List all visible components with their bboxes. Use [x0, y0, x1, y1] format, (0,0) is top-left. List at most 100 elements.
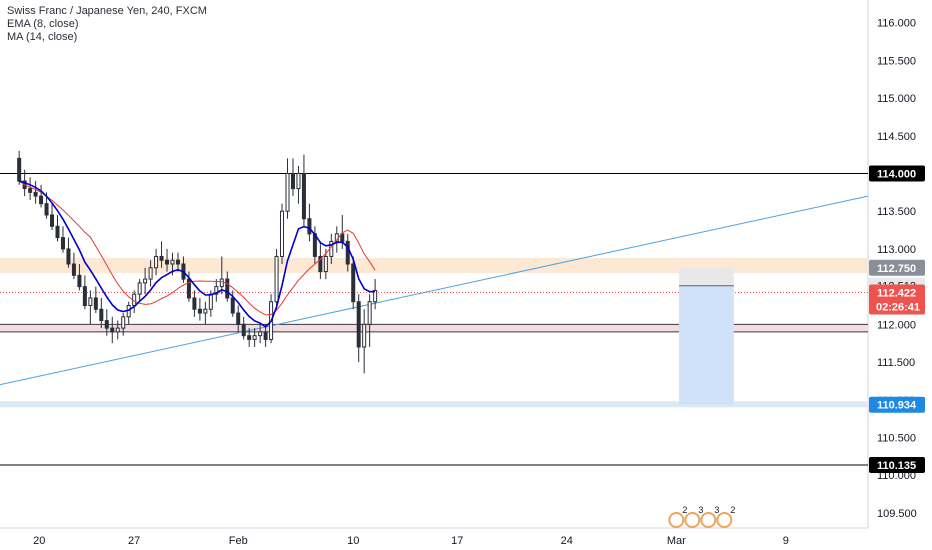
event-badge[interactable]: [716, 512, 733, 528]
candle-body: [17, 157, 22, 182]
candle-body: [236, 312, 241, 325]
price-tick-label: 113.000: [877, 244, 916, 256]
price-axis-group[interactable]: 116.000 115.500 115.000 114.500 114.000 113.5…: [869, 18, 925, 520]
candle-body: [28, 188, 33, 193]
time-axis-group[interactable]: 20 27 Feb 10 17 24 Mar 9: [33, 535, 789, 547]
candle-body: [258, 331, 263, 337]
candle-body: [148, 267, 153, 280]
candle-body: [44, 203, 49, 216]
candle-body: [60, 237, 65, 250]
legend-group: Swiss Franc / Japanese Yen, 240, FXCM EM…: [7, 5, 207, 43]
candle-body: [82, 286, 87, 306]
candle-body: [230, 297, 235, 314]
ma-14-line: [18, 180, 376, 316]
level-price-tag-bg: [869, 165, 925, 182]
candle-body: [197, 308, 202, 314]
candle-body: [356, 301, 361, 348]
candle-body: [203, 308, 208, 314]
zones-group: [0, 257, 868, 408]
candle-body: [285, 172, 290, 212]
price-tick-label: 116.000: [877, 18, 916, 30]
ma-group: [18, 180, 376, 328]
event-badge-count: 3: [698, 505, 703, 515]
event-badge[interactable]: [684, 512, 701, 528]
chart-title: Swiss Franc / Japanese Yen, 240, FXCM: [7, 5, 207, 17]
trendline[interactable]: [0, 195, 869, 386]
current-price-tag: 112.422: [877, 288, 916, 300]
time-tick-label: 17: [451, 535, 463, 547]
candle-body: [301, 172, 306, 220]
candle-body: [39, 195, 44, 205]
zone-band: [0, 257, 868, 274]
candle-body: [110, 327, 115, 333]
candle-body: [225, 278, 230, 299]
stop-price-tag-bg: [869, 259, 925, 276]
candle-body: [192, 297, 197, 310]
candle-body: [77, 274, 82, 288]
candle-body: [66, 248, 71, 265]
candle-body: [165, 259, 170, 265]
candle-body: [263, 331, 268, 340]
zone-band: [0, 401, 868, 408]
time-tick-label: Feb: [229, 535, 248, 547]
candle-body: [115, 327, 120, 333]
ma-indicator-label[interactable]: MA (14, close): [7, 31, 77, 43]
target-price-tag: 110.934: [877, 400, 917, 412]
price-tick-label: 115.000: [877, 93, 916, 105]
candle-body: [323, 255, 328, 273]
event-badge[interactable]: [700, 512, 717, 528]
candle-body: [137, 282, 142, 295]
event-badge[interactable]: [668, 512, 685, 528]
candle-body: [373, 289, 378, 303]
candle-body: [252, 335, 257, 340]
candle-body: [93, 297, 98, 310]
candle-body: [296, 172, 301, 190]
short-position-group[interactable]: [679, 267, 734, 405]
bar-countdown: 02:26:41: [876, 302, 920, 314]
time-tick-label: 27: [128, 535, 140, 547]
position-target-area[interactable]: [679, 285, 734, 405]
ema-8-line: [18, 180, 376, 328]
candle-body: [143, 278, 148, 284]
candles-group: [17, 150, 378, 374]
position-stop-area[interactable]: [679, 267, 734, 286]
event-badge-count: 3: [714, 505, 719, 515]
event-badge-count: 2: [730, 505, 735, 515]
event-badge-count: 2: [682, 505, 687, 515]
candle-body: [55, 225, 60, 239]
price-tick-label: 110.500: [877, 432, 916, 444]
candle-body: [175, 259, 180, 265]
price-tick-label: 111.500: [877, 357, 915, 369]
time-tick-label: 9: [783, 535, 789, 547]
candle-body: [219, 278, 224, 288]
candle-body: [99, 308, 104, 322]
candle-body: [208, 293, 213, 310]
candle-body: [104, 320, 109, 329]
candle-body: [290, 172, 295, 190]
price-tick-label: 109.500: [877, 508, 917, 520]
price-tick-label: 113.500: [877, 206, 916, 218]
time-tick-label: 24: [561, 535, 573, 547]
target-price-tag-bg: [869, 396, 925, 413]
candle-body: [351, 263, 356, 303]
time-tick-label: Mar: [667, 535, 686, 547]
time-tick-label: 10: [347, 535, 359, 547]
candle-body: [247, 335, 252, 340]
candle-body: [186, 278, 191, 299]
ema-indicator-label[interactable]: EMA (8, close): [7, 18, 79, 30]
level-price-tag: 114.000: [877, 168, 916, 180]
events-badges[interactable]: 2 3 3 2: [668, 505, 735, 528]
level-price-tag-bg: [869, 457, 925, 474]
price-tick-label: 112.000: [877, 319, 916, 331]
level-price-tag: 110.135: [877, 460, 916, 472]
candle-body: [50, 214, 55, 227]
price-tick-label: 115.500: [877, 55, 916, 67]
candle-body: [307, 218, 312, 235]
candle-body: [71, 263, 76, 276]
trendline-group[interactable]: [0, 195, 869, 386]
candle-body: [280, 210, 285, 257]
